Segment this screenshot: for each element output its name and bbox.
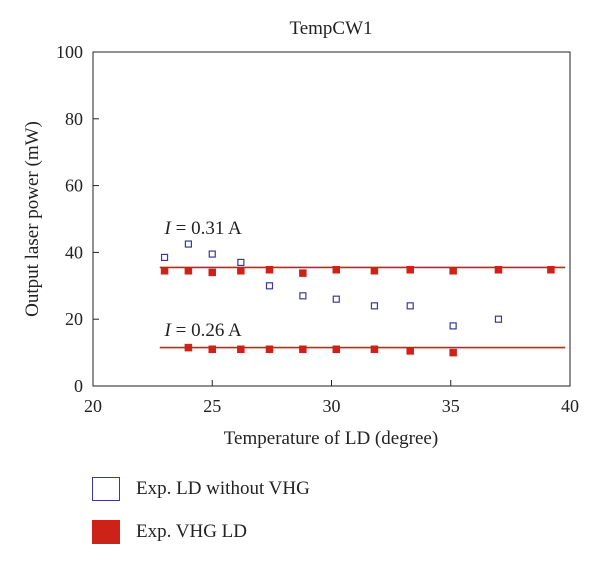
data-point-filled-square [332,266,341,274]
data-point-open-square [208,250,216,258]
data-point-filled-square [299,345,307,354]
data-point-filled-square [265,266,274,274]
data-point-filled-square [160,267,169,275]
data-point-filled-square [370,345,379,354]
data-point-open-square [406,302,414,310]
data-point-open-square [237,258,245,267]
legend-swatch-filled-square [92,520,120,544]
data-point-filled-square [494,266,503,274]
data-point-open-square [449,322,457,330]
x-tick-label: 35 [442,396,460,416]
data-point-open-square [494,315,503,323]
legend-label-filled: Exp. VHG LD [136,521,248,542]
y-tick-label: 20 [65,309,83,329]
data-point-filled-square [449,348,457,357]
data-point-filled-square [237,345,245,354]
y-tick-label: 60 [65,176,83,196]
x-axis-label: Temperature of LD (degree) [224,428,438,449]
y-axis: 0 20 40 60 80 100 [56,42,99,396]
legend-label-open: Exp. LD without VHG [136,478,310,499]
data-point-filled-square [184,267,193,275]
x-tick-label: 30 [323,396,341,416]
data-point-open-square [299,292,307,300]
y-tick-label: 100 [56,42,83,62]
data-point-open-square [184,240,192,248]
y-tick-label: 80 [65,109,83,129]
data-point-filled-square [237,267,245,275]
data-points [160,240,555,357]
current-annotation: I = 0.26 A [164,320,242,341]
legend-item-open: Exp. LD without VHG [92,477,310,501]
x-tick-label: 20 [84,396,102,416]
x-tick-label: 25 [203,396,221,416]
chart-title: TempCW1 [289,18,372,39]
x-axis: 20 25 30 35 40 [84,380,579,416]
data-point-filled-square [332,345,341,354]
data-point-filled-square [208,268,216,277]
y-tick-label: 40 [65,242,83,262]
y-axis-label: Output laser power (mW) [22,121,43,317]
data-point-filled-square [406,347,414,355]
x-tick-label: 40 [561,396,579,416]
data-point-open-square [265,282,274,290]
data-point-open-square [160,253,169,262]
data-point-open-square [370,302,379,310]
legend-item-filled: Exp. VHG LD [92,520,247,544]
data-point-filled-square [184,343,193,352]
data-point-filled-square [265,345,274,354]
data-point-open-square [332,295,340,303]
current-annotation: I = 0.31 A [164,218,242,239]
annotations: I = 0.31 A I = 0.26 A [164,218,242,341]
data-point-filled-square [208,345,216,354]
data-point-filled-square [370,267,379,275]
data-point-filled-square [406,266,414,274]
data-point-filled-square [547,266,555,274]
y-tick-label: 0 [74,376,83,396]
data-point-filled-square [449,267,457,275]
data-point-filled-square [299,269,307,277]
legend-swatch-open-square [92,477,120,501]
